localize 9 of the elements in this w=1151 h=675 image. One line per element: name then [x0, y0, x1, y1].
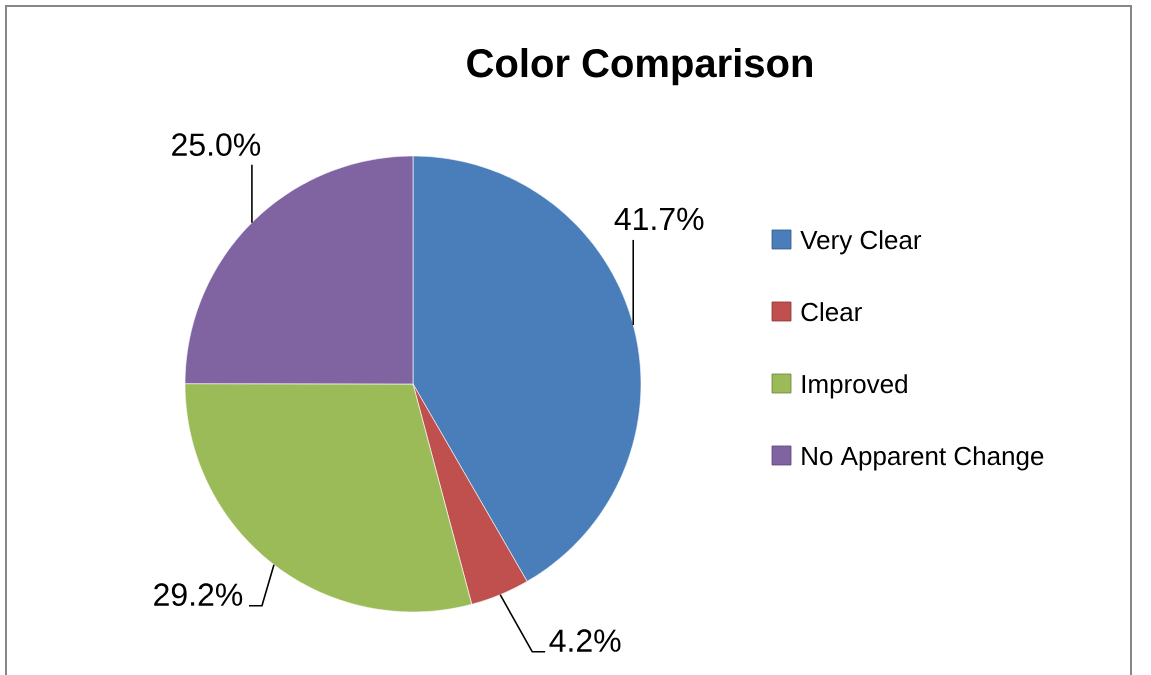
- data-label: 41.7%: [614, 207, 704, 231]
- legend-label: Very Clear: [800, 230, 922, 255]
- legend-label: Improved: [802, 374, 907, 399]
- legend-label: No Apparent Change: [802, 446, 1044, 471]
- data-label: 25.0%: [172, 133, 261, 156]
- data-label: 4.2%: [549, 629, 621, 652]
- data-label: 29.2%: [154, 583, 243, 606]
- chart-title: Color Comparison: [467, 48, 812, 86]
- legend-label: Clear: [801, 302, 862, 322]
